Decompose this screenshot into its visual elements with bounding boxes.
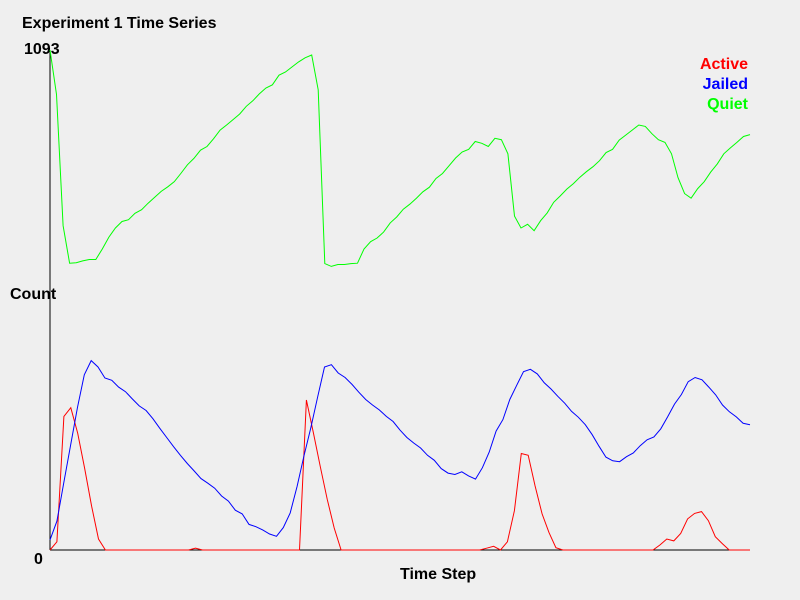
y-axis-label: Count — [10, 286, 57, 303]
series-line-active — [49, 399, 750, 551]
y-tick-min: 0 — [34, 551, 43, 568]
series-line-jailed — [49, 359, 751, 541]
x-axis-label: Time Step — [400, 566, 477, 583]
chart-title: Experiment 1 Time Series — [22, 15, 217, 32]
legend-active: Active — [699, 56, 748, 73]
legend-quiet: Quiet — [707, 96, 748, 113]
legend-jailed: Jailed — [702, 76, 748, 93]
series-line-quiet — [49, 49, 751, 267]
